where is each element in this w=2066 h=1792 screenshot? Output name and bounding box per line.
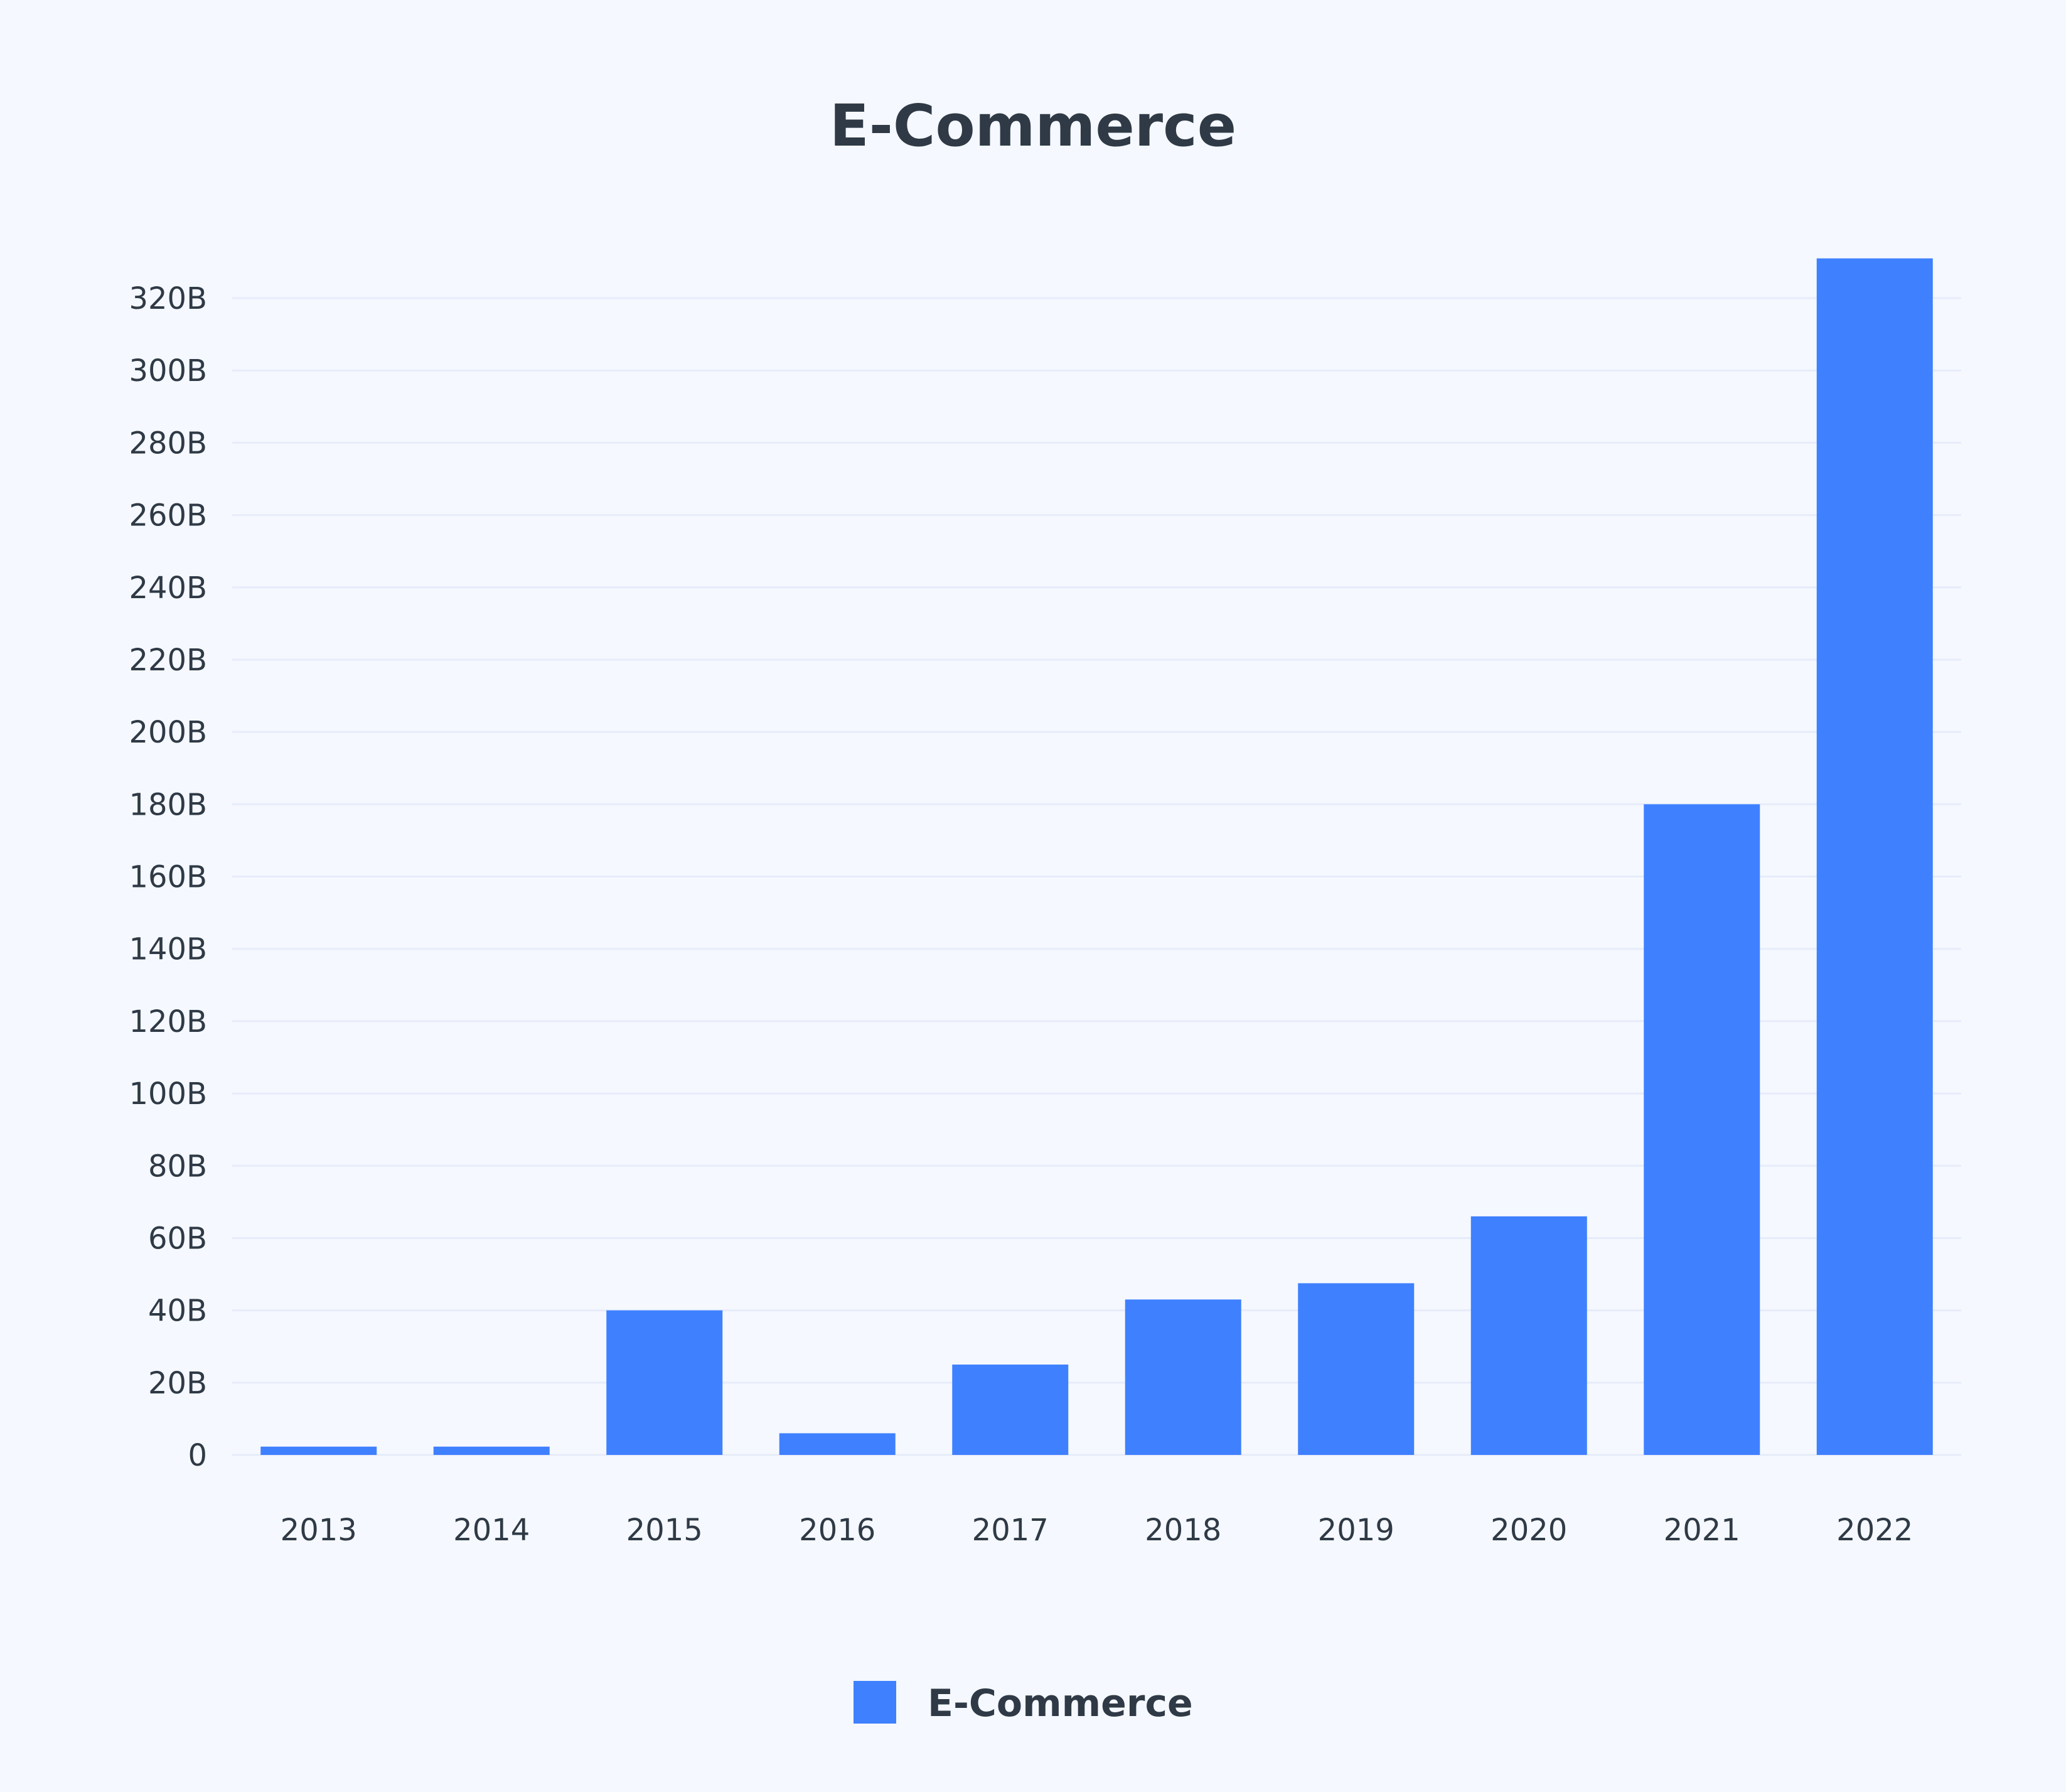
legend: E-Commerce: [854, 1681, 1193, 1725]
y-tick-label: 60B: [148, 1221, 207, 1256]
bar-2014: [433, 1446, 550, 1455]
y-tick-label: 320B: [129, 281, 207, 316]
y-tick-label: 180B: [129, 787, 207, 822]
bar-2018: [1125, 1299, 1241, 1455]
y-tick-label: 20B: [148, 1366, 207, 1401]
x-tick-label: 2021: [1664, 1513, 1740, 1548]
y-tick-label: 160B: [129, 860, 207, 895]
bar-2021: [1644, 804, 1760, 1455]
legend-swatch: [854, 1681, 896, 1724]
y-tick-label: 240B: [129, 571, 207, 606]
bar-2022: [1816, 258, 1933, 1456]
x-tick-label: 2015: [626, 1513, 703, 1548]
x-tick-label: 2014: [453, 1513, 530, 1548]
y-tick-label: 100B: [129, 1076, 207, 1112]
chart-title: E-Commerce: [830, 92, 1236, 159]
bar-2019: [1298, 1283, 1415, 1455]
bar-2016: [779, 1433, 896, 1455]
x-tick-label: 2020: [1491, 1513, 1567, 1548]
x-tick-label: 2022: [1836, 1513, 1913, 1548]
bar-2017: [952, 1365, 1069, 1455]
bar-2013: [260, 1446, 377, 1455]
legend-label: E-Commerce: [928, 1682, 1193, 1725]
bar-2015: [606, 1310, 723, 1455]
y-tick-label: 0: [188, 1438, 207, 1473]
y-tick-label: 300B: [129, 353, 207, 389]
x-axis: 2013 2014 2015 2016 2017 2018 2019 2020 2021 2022: [281, 1513, 1913, 1548]
y-tick-label: 40B: [148, 1294, 207, 1329]
gridlines: [232, 297, 1961, 1456]
y-tick-label: 260B: [129, 498, 207, 534]
y-tick-label: 280B: [129, 426, 207, 461]
y-tick-label: 140B: [129, 932, 207, 967]
x-tick-label: 2016: [799, 1513, 875, 1548]
y-tick-label: 220B: [129, 643, 207, 678]
x-tick-label: 2018: [1145, 1513, 1221, 1548]
x-tick-label: 2017: [972, 1513, 1049, 1548]
y-tick-label: 80B: [148, 1149, 207, 1184]
y-tick-label: 200B: [129, 715, 207, 750]
x-tick-label: 2013: [281, 1513, 357, 1548]
y-axis: 0 20B 40B 60B 80B 100B 120B 140B 160B 180B 200B 220…: [129, 281, 207, 1473]
bars: [260, 258, 1933, 1456]
y-tick-label: 120B: [129, 1004, 207, 1039]
bar-2020: [1470, 1216, 1587, 1455]
x-tick-label: 2019: [1318, 1513, 1394, 1548]
